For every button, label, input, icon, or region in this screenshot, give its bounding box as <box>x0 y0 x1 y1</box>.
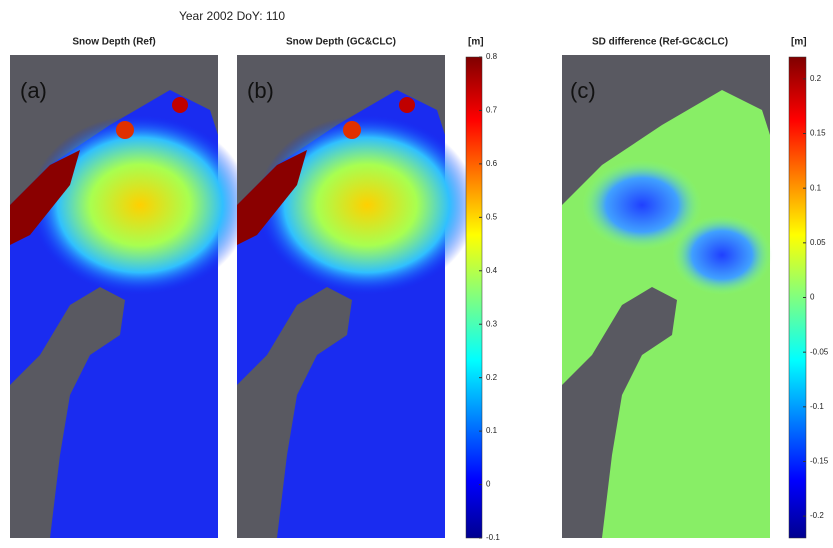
tick-label: 0.4 <box>486 266 498 275</box>
tick-label: 0.2 <box>810 74 822 83</box>
panel-title: SD difference (Ref-GC&CLC) <box>592 37 728 48</box>
tick-label: -0.2 <box>810 511 824 520</box>
panel-label: (c) <box>570 78 596 103</box>
tick-label: 0.3 <box>486 319 498 328</box>
map-panel: Snow Depth (GC&CLC) (b) <box>237 37 477 538</box>
tick-label: -0.05 <box>810 347 829 356</box>
tick-label: 0.15 <box>810 129 826 138</box>
tick-label: 0.1 <box>486 426 498 435</box>
tick-label: -0.1 <box>810 402 824 411</box>
colorbar-unit: [m] <box>791 37 807 48</box>
colorbar: [m]0.8 0.7 0.6 0.5 0.4 0.3 0.2 0.1 0 -0.1 <box>466 37 500 542</box>
tick-label: -0.1 <box>486 533 500 542</box>
tick-label: 0.7 <box>486 106 498 115</box>
tick-label: 0.2 <box>486 373 498 382</box>
tick-label: 0.5 <box>486 212 498 221</box>
tick-label: 0 <box>486 480 491 489</box>
tick-label: 0 <box>810 293 815 302</box>
colorbar: [m] 0.2 0.15 0.1 0.05 0 -0.05 -0.1 -0.15 -0.2 <box>789 37 829 538</box>
tick-label: -0.15 <box>810 457 829 466</box>
figure: Year 2002 DoY: 110 Snow Depth (Ref) (a) … <box>0 0 833 543</box>
panel-label: (b) <box>247 78 274 103</box>
map-panel: Snow Depth (Ref) (a) <box>10 37 250 538</box>
tick-label: 0.6 <box>486 159 498 168</box>
figure-title: Year 2002 DoY: 110 <box>179 9 285 23</box>
colorbar-unit: [m] <box>468 37 484 48</box>
colorbar-scale <box>466 57 482 538</box>
panel-title: Snow Depth (Ref) <box>72 37 155 48</box>
tick-label: 0.05 <box>810 238 826 247</box>
tick-label: 0.8 <box>486 52 498 61</box>
tick-label: 0.1 <box>810 183 822 192</box>
panel-label: (a) <box>20 78 47 103</box>
map-panel: SD difference (Ref-GC&CLC) (c) <box>562 37 772 538</box>
panel-title: Snow Depth (GC&CLC) <box>286 37 396 48</box>
